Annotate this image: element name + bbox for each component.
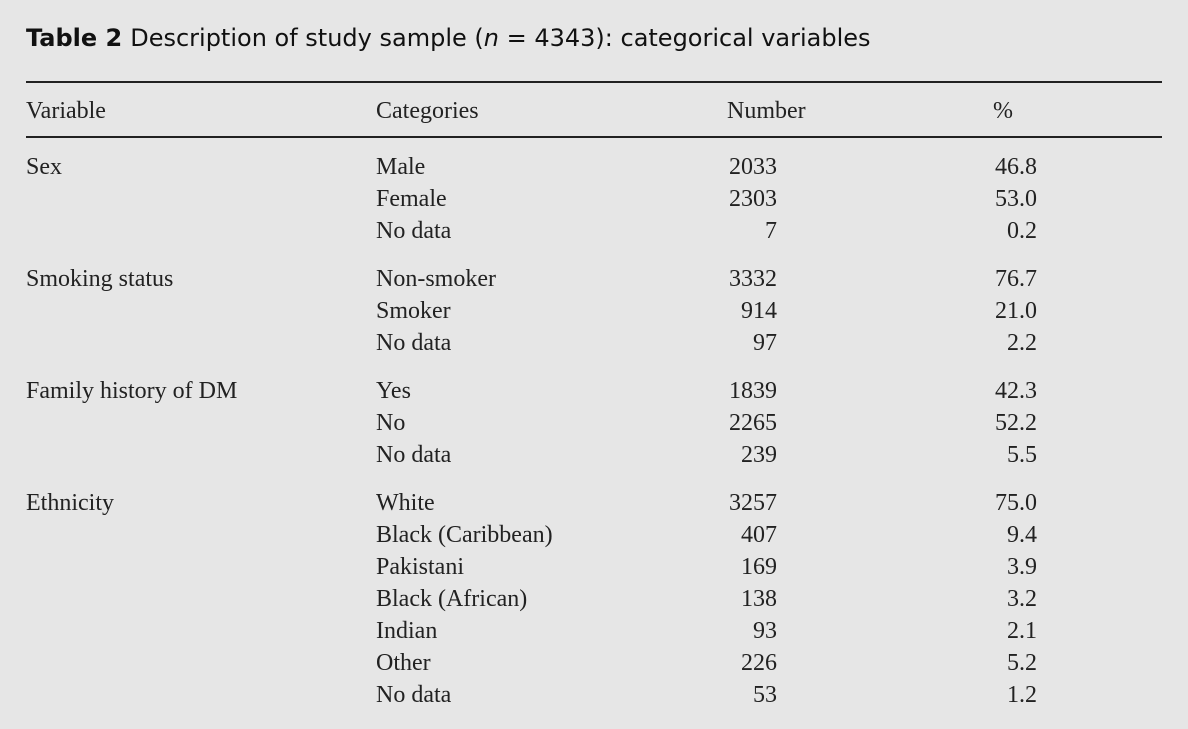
number-cell: 226 <box>741 650 777 676</box>
number-cell: 53 <box>753 682 777 708</box>
category-cell: Non-smoker <box>376 266 496 292</box>
column-header: Variable <box>26 98 106 124</box>
percent-cell: 5.2 <box>1007 650 1037 676</box>
percent-cell: 0.2 <box>1007 218 1037 244</box>
percent-cell: 3.9 <box>1007 554 1037 580</box>
number-cell: 1839 <box>729 378 777 404</box>
number-cell: 2265 <box>729 410 777 436</box>
table-title: Table 2 Description of study sample (n = … <box>26 24 871 52</box>
percent-cell: 9.4 <box>1007 522 1037 548</box>
number-cell: 2303 <box>729 186 777 212</box>
title-text: = 4343): categorical variables <box>498 24 871 52</box>
category-cell: No data <box>376 442 452 468</box>
number-cell: 914 <box>741 298 777 324</box>
percent-cell: 46.8 <box>995 154 1037 180</box>
percent-cell: 2.1 <box>1007 618 1037 644</box>
category-cell: White <box>376 490 435 516</box>
category-cell: No data <box>376 218 452 244</box>
category-cell: No <box>376 410 406 436</box>
percent-cell: 42.3 <box>995 378 1037 404</box>
top-rule <box>26 81 1162 83</box>
percent-cell: 76.7 <box>995 266 1037 292</box>
percent-cell: 1.2 <box>1007 682 1037 708</box>
column-header: Number <box>727 98 806 124</box>
percent-cell: 2.2 <box>1007 330 1037 356</box>
percent-cell: 3.2 <box>1007 586 1037 612</box>
header-rule <box>26 136 1162 138</box>
number-cell: 3257 <box>729 490 777 516</box>
category-cell: No data <box>376 682 452 708</box>
title-text: Description of study sample ( <box>130 24 484 52</box>
number-cell: 169 <box>741 554 777 580</box>
variable-cell: Sex <box>26 154 62 180</box>
category-cell: Yes <box>376 378 411 404</box>
category-cell: Other <box>376 650 431 676</box>
title-italic: n <box>483 24 499 52</box>
category-cell: Male <box>376 154 426 180</box>
category-cell: No data <box>376 330 452 356</box>
variable-cell: Ethnicity <box>26 490 114 516</box>
number-cell: 138 <box>741 586 777 612</box>
percent-cell: 53.0 <box>995 186 1037 212</box>
number-cell: 407 <box>741 522 777 548</box>
percent-cell: 21.0 <box>995 298 1037 324</box>
column-header: Categories <box>376 98 479 124</box>
category-cell: Pakistani <box>376 554 464 580</box>
category-cell: Indian <box>376 618 438 644</box>
category-cell: Female <box>376 186 447 212</box>
table-label: Table 2 <box>26 24 123 52</box>
category-cell: Black (African) <box>376 586 528 612</box>
column-header: % <box>993 98 1013 124</box>
percent-cell: 52.2 <box>995 410 1037 436</box>
number-cell: 97 <box>753 330 777 356</box>
number-cell: 239 <box>741 442 777 468</box>
variable-cell: Smoking status <box>26 266 174 292</box>
number-cell: 3332 <box>729 266 777 292</box>
percent-cell: 75.0 <box>995 490 1037 516</box>
percent-cell: 5.5 <box>1007 442 1037 468</box>
category-cell: Smoker <box>376 298 451 324</box>
variable-cell: Family history of DM <box>26 378 238 404</box>
number-cell: 7 <box>765 218 777 244</box>
number-cell: 93 <box>753 618 777 644</box>
number-cell: 2033 <box>729 154 777 180</box>
category-cell: Black (Caribbean) <box>376 522 553 548</box>
